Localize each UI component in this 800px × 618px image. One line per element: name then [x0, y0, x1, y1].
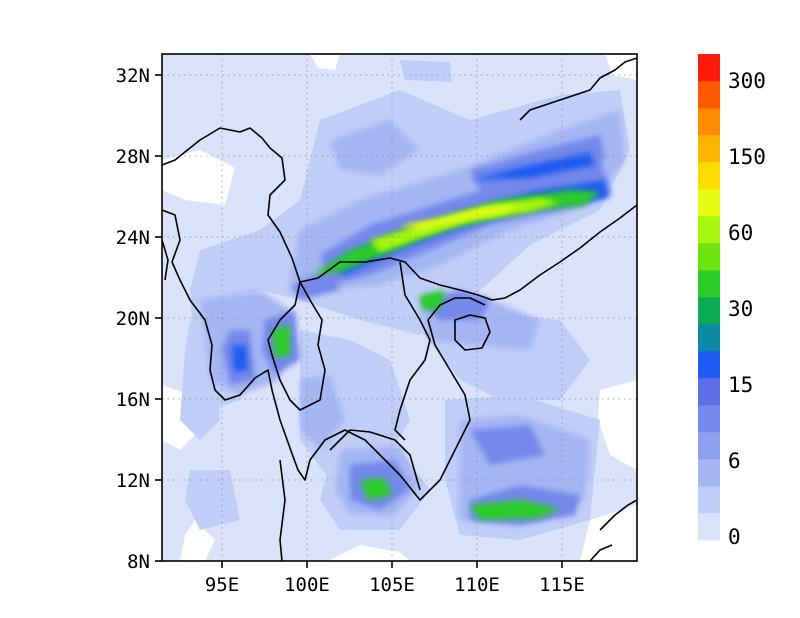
colorbar-labels: 300 150 60 30 15 6 0	[728, 69, 766, 549]
precip-level-8	[272, 190, 600, 520]
lat-label-8n: 8N	[127, 551, 150, 573]
lon-label-100e: 100E	[284, 574, 330, 596]
colorbar-box	[698, 270, 720, 298]
precip-level-10	[370, 198, 560, 252]
colorbar-label-6: 6	[728, 449, 741, 473]
colorbar-box	[698, 432, 720, 460]
lat-label-24n: 24N	[116, 227, 150, 249]
colorbar	[698, 54, 720, 541]
colorbar-box	[698, 135, 720, 163]
colorbar-label-300: 300	[728, 69, 766, 93]
colorbar-label-60: 60	[728, 221, 753, 245]
colorbar-box	[698, 189, 720, 217]
longitude-labels: 95E 100E 105E 110E 115E	[205, 574, 585, 596]
colorbar-box	[698, 216, 720, 244]
plot-frame	[161, 53, 638, 562]
colorbar-label-0: 0	[728, 525, 741, 549]
lon-label-110e: 110E	[454, 574, 500, 596]
latitude-labels: 32N 28N 24N 20N 16N 12N 8N	[116, 65, 150, 573]
colorbar-label-30: 30	[728, 297, 753, 321]
precip-level-11	[400, 204, 520, 230]
colorbar-box	[698, 405, 720, 433]
colorbar-box	[698, 81, 720, 109]
colorbar-label-15: 15	[728, 373, 753, 397]
lon-label-105e: 105E	[369, 574, 415, 596]
lat-label-28n: 28N	[116, 146, 150, 168]
lat-label-16n: 16N	[116, 389, 150, 411]
colorbar-box	[698, 513, 720, 541]
colorbar-label-150: 150	[728, 145, 766, 169]
colorbar-box	[698, 108, 720, 136]
precip-field	[162, 54, 637, 561]
colorbar-box	[698, 486, 720, 514]
colorbar-box	[698, 162, 720, 190]
colorbar-box	[698, 324, 720, 352]
colorbar-box	[698, 54, 720, 82]
tick-marks	[155, 74, 563, 568]
colorbar-box	[698, 351, 720, 379]
coastlines	[162, 57, 637, 561]
colorbar-box	[698, 459, 720, 487]
colorbar-box	[698, 243, 720, 271]
lat-label-20n: 20N	[116, 308, 150, 330]
lat-label-12n: 12N	[116, 470, 150, 492]
lat-label-32n: 32N	[116, 65, 150, 87]
colorbar-box	[698, 297, 720, 325]
gridlines	[162, 54, 637, 561]
lon-label-95e: 95E	[205, 574, 239, 596]
lon-label-115e: 115E	[539, 574, 585, 596]
colorbar-box	[698, 378, 720, 406]
